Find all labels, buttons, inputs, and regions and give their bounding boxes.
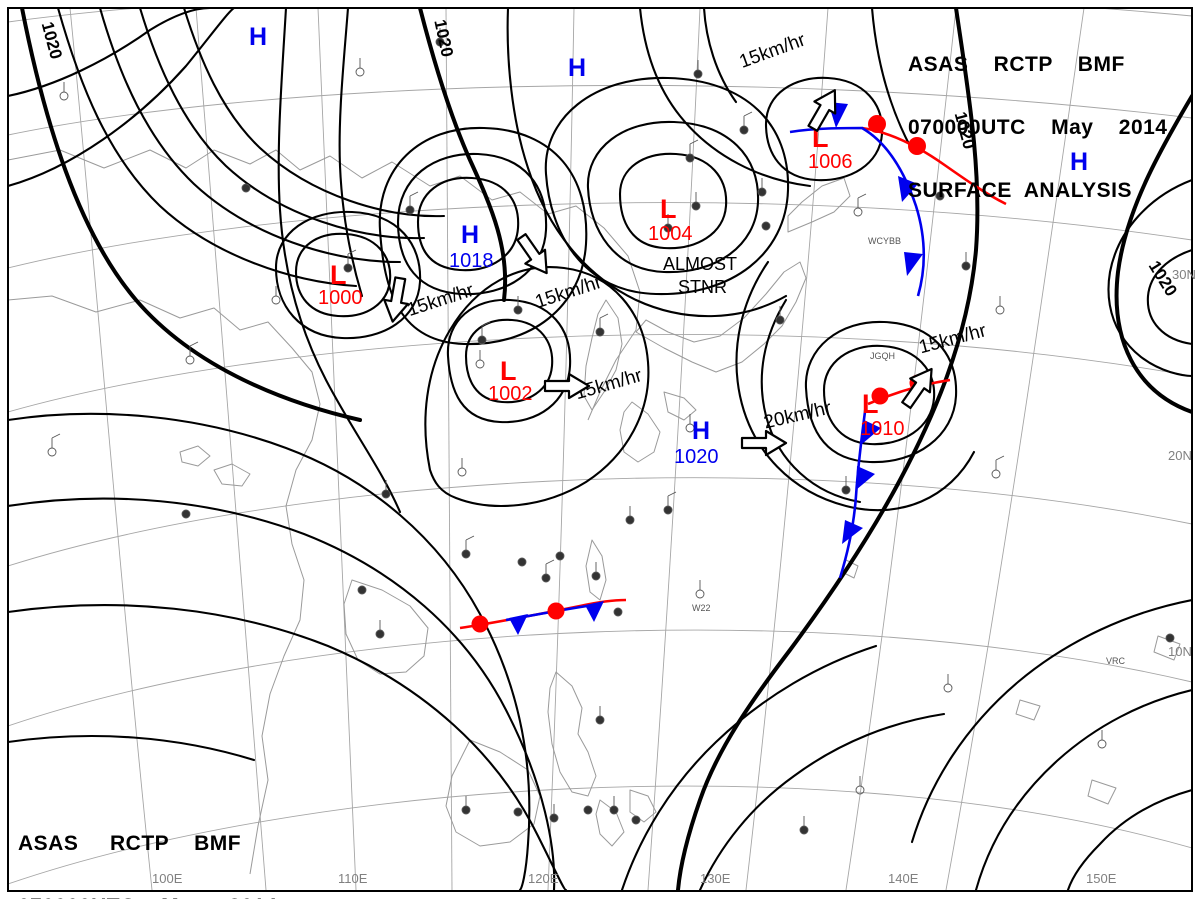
header-top: ASAS RCTP BMF 070000UTC May 2014 SURFACE… [908, 16, 1167, 241]
header-bottom: ASAS RCTP BMF 070000UTC May 2014 SURFACE… [18, 795, 277, 899]
low-pressure-symbol: L [500, 356, 517, 386]
header-top-line2: 070000UTC May 2014 [908, 115, 1168, 139]
latitude-label: 10N [1168, 644, 1192, 659]
high-pressure-symbol: H [1070, 148, 1089, 176]
longitude-label: 100E [152, 871, 183, 886]
header-bottom-line2: 070000UTC May 2014 [18, 894, 277, 899]
latitude-label: 20N [1168, 448, 1192, 463]
longitude-label: 150E [1086, 871, 1117, 886]
header-top-line1: ASAS RCTP BMF [908, 53, 1125, 76]
isobars [8, 8, 1192, 891]
low-pressure-value: 1000 [318, 287, 363, 309]
movement-arrow-icon [504, 227, 560, 286]
stationary-annotation: ALMOST STNR [663, 254, 738, 297]
low-pressure-value: 1010 [860, 418, 905, 440]
front-1006-cold [789, 102, 926, 297]
high-pressure-symbol: H [692, 417, 711, 445]
movement-arrow-icon [373, 273, 416, 326]
movement-arrow-icon [740, 428, 788, 463]
station-plots [47, 28, 1175, 835]
station-identifier-label: WCYBB [868, 236, 902, 246]
low-pressure-value: 1006 [808, 151, 853, 173]
high-pressure-symbol: H [568, 54, 587, 82]
high-pressure-symbol: H [249, 23, 268, 51]
station-identifier-label: JGQH [870, 351, 896, 361]
low-pressure-symbol: L [660, 194, 677, 224]
latitude-label: 30N [1172, 267, 1196, 282]
high-pressure-value: 1018 [449, 250, 494, 272]
movement-arrow-icon [543, 371, 591, 406]
high-pressure-value: 1020 [674, 446, 719, 468]
header-top-line3: SURFACE ANALYSIS [908, 178, 1132, 202]
front-1006-warm [861, 115, 1007, 206]
header-bottom-line1: ASAS RCTP BMF [18, 832, 242, 855]
longitude-label: 130E [700, 871, 731, 886]
low-pressure-symbol: L [330, 260, 347, 290]
station-identifier-label: VRC [1106, 656, 1126, 666]
longitude-label: 110E [338, 871, 368, 886]
movement-arrow-icon [799, 81, 853, 140]
movement-arrow-icon [893, 359, 949, 418]
low-pressure-symbol: L [862, 389, 879, 419]
front-1010-cold [838, 403, 881, 579]
map-border [7, 7, 1193, 892]
longitude-label: 140E [888, 871, 919, 886]
high-pressure-symbol: H [461, 221, 480, 249]
front-stationary-south [459, 598, 627, 635]
longitude-label: 120E [528, 871, 559, 886]
low-pressure-value: 1002 [488, 383, 533, 405]
low-pressure-value: 1004 [648, 223, 693, 245]
station-identifier-label: W22 [692, 603, 711, 613]
